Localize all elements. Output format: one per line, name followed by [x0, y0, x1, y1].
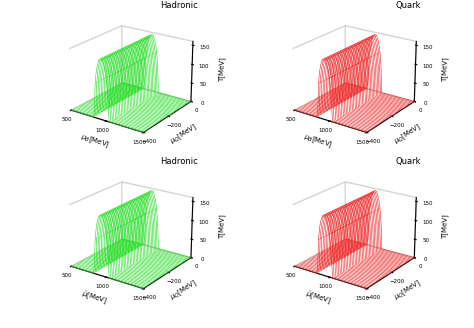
X-axis label: $\mu_B$[MeV]: $\mu_B$[MeV]	[302, 132, 334, 151]
Text: Quark: Quark	[396, 157, 421, 166]
Y-axis label: $\mu_Q$[MeV]: $\mu_Q$[MeV]	[169, 121, 200, 147]
Text: Hadronic: Hadronic	[160, 1, 198, 10]
Y-axis label: $\mu_Q$[MeV]: $\mu_Q$[MeV]	[169, 277, 200, 303]
X-axis label: $\bar{\mu}$[MeV]: $\bar{\mu}$[MeV]	[80, 288, 109, 307]
Y-axis label: $\mu_Q$[MeV]: $\mu_Q$[MeV]	[392, 121, 423, 147]
X-axis label: $\mu_B$[MeV]: $\mu_B$[MeV]	[79, 132, 110, 151]
X-axis label: $\bar{\mu}$[MeV]: $\bar{\mu}$[MeV]	[303, 288, 332, 307]
Text: Hadronic: Hadronic	[160, 157, 198, 166]
Text: Quark: Quark	[396, 1, 421, 10]
Y-axis label: $\mu_Q$[MeV]: $\mu_Q$[MeV]	[392, 277, 423, 303]
